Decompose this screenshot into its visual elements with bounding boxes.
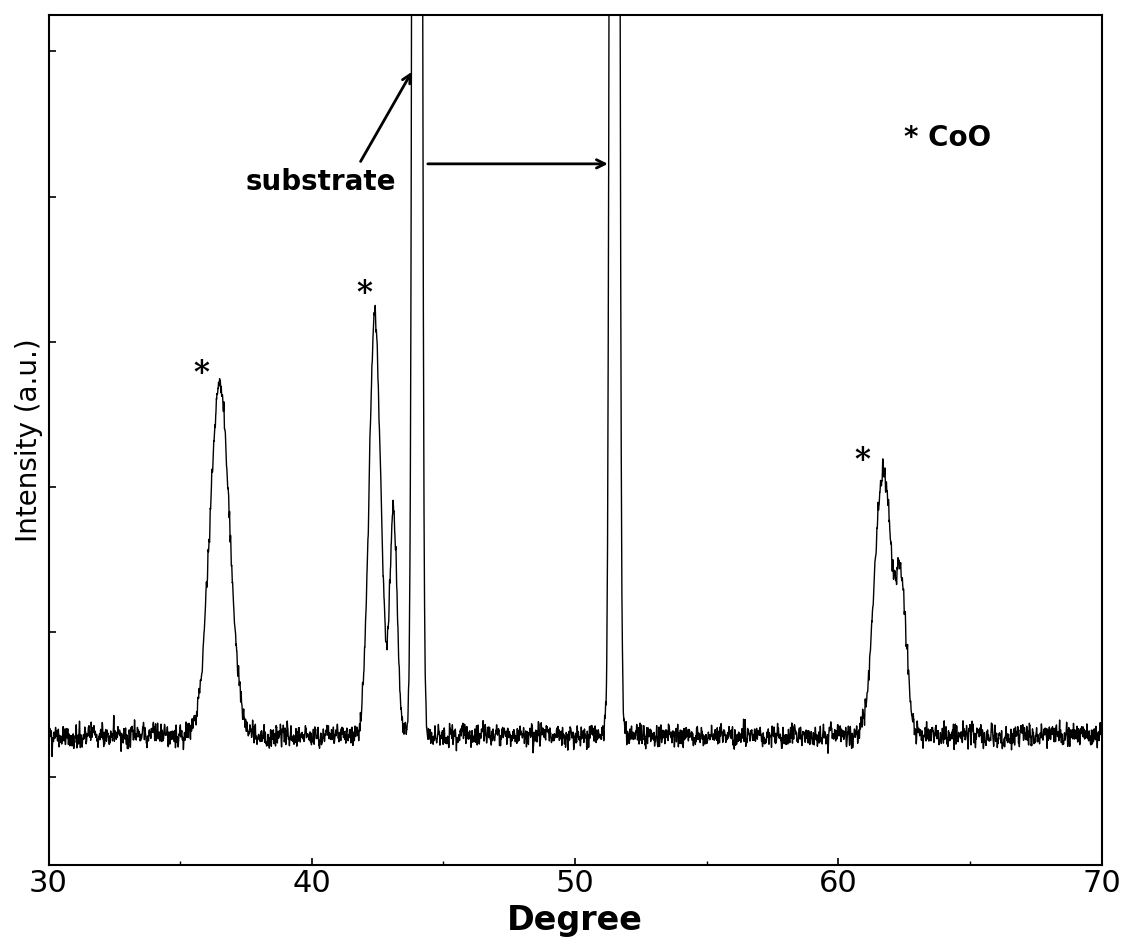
Text: * CoO: * CoO xyxy=(904,125,992,152)
Y-axis label: Intensity (a.u.): Intensity (a.u.) xyxy=(15,338,43,542)
Text: substrate: substrate xyxy=(247,168,396,196)
Text: *: * xyxy=(193,358,209,389)
X-axis label: Degree: Degree xyxy=(507,904,643,937)
Text: *: * xyxy=(357,278,373,309)
Text: *: * xyxy=(854,446,870,476)
